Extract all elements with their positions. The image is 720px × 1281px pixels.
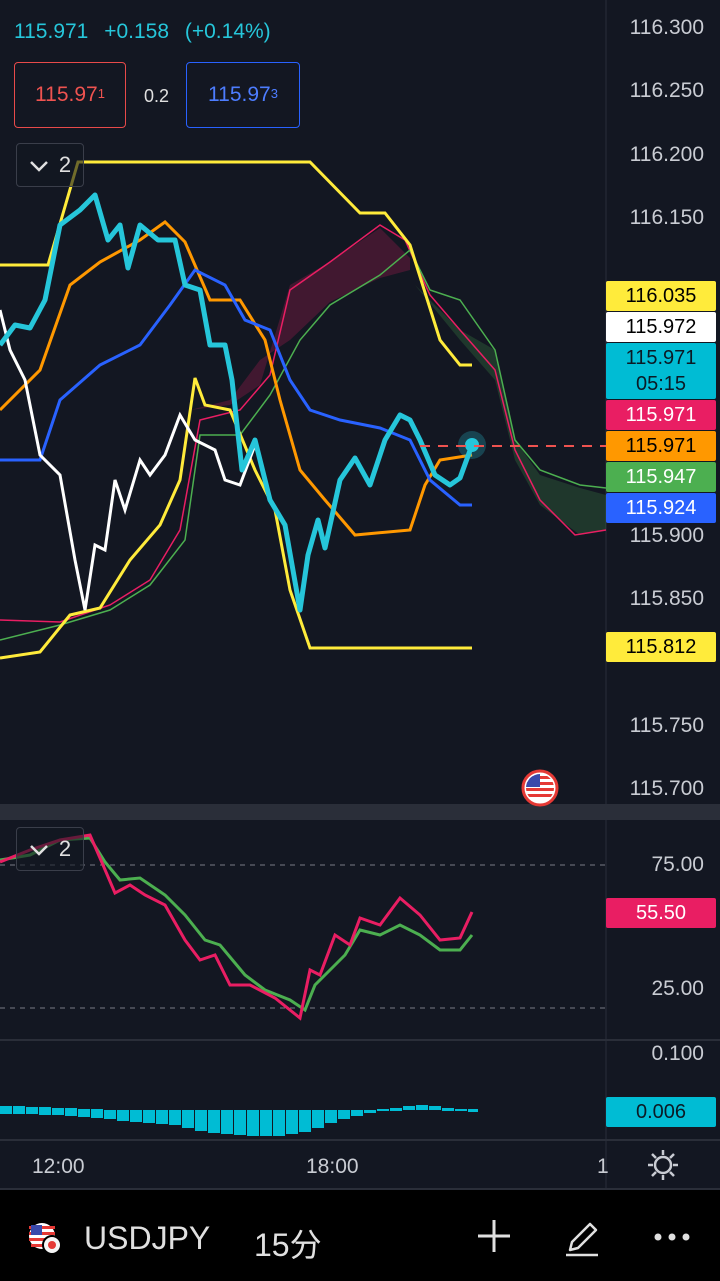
time-axis-label: 18:00	[306, 1155, 359, 1178]
price-tag-white-line: 115.972	[606, 312, 716, 342]
interval-button[interactable]: 15分	[254, 1227, 322, 1263]
price-change-line: 115.971 +0.158 (+0.14%)	[14, 20, 281, 44]
ask-price: 115.97	[208, 83, 271, 106]
main-indicators-toggle[interactable]: 2	[16, 143, 84, 187]
price-axis-label: 115.750	[629, 714, 704, 737]
price-tag-orange: 115.971	[606, 431, 716, 461]
us-economic-event-icon	[521, 769, 559, 807]
bid-price-pip: 1	[97, 85, 105, 101]
indicator-count: 2	[58, 836, 72, 861]
buy-button[interactable]: 115.97 3	[186, 62, 300, 128]
time-axis-label: 1	[597, 1155, 609, 1178]
add-indicator-button[interactable]	[476, 1218, 512, 1259]
price-axis-label: 115.850	[629, 587, 704, 610]
blue-line	[0, 268, 472, 507]
rsi-value-tag: 55.50	[606, 898, 716, 928]
last-price: 115.971	[14, 20, 89, 43]
bid-price: 115.97	[35, 83, 98, 106]
us-flag-icon	[28, 1222, 64, 1261]
indicator-count: 2	[58, 152, 72, 177]
price-tag-last: 115.971 05:15	[606, 343, 716, 399]
rsi-line	[0, 833, 474, 1021]
price-axis-label: 115.700	[629, 777, 704, 800]
sell-button[interactable]: 115.97 1	[14, 62, 126, 128]
more-menu-button[interactable]	[652, 1230, 692, 1248]
price-axis-label: 116.250	[629, 79, 704, 102]
bar-countdown: 05:15	[635, 373, 687, 395]
white-line	[0, 309, 257, 611]
pane-separator-main	[0, 804, 720, 820]
channel-upper	[0, 160, 472, 367]
spread-value: 0.2	[144, 86, 170, 106]
price-dot	[465, 438, 479, 452]
macd-axis-label: 0.100	[651, 1042, 704, 1065]
macd-histogram	[0, 1105, 478, 1136]
chart-settings-gear-icon	[648, 1150, 678, 1180]
ichimoku-cloud-red	[190, 228, 410, 410]
rsi-indicators-toggle[interactable]: 2	[16, 827, 84, 871]
price-change: +0.158	[104, 20, 170, 43]
last-price-value: 115.971	[625, 347, 697, 369]
chevron-down-icon	[29, 152, 49, 178]
ichimoku-span-b	[0, 248, 607, 641]
price-tag-magenta: 115.971	[606, 400, 716, 430]
time-axis-label: 12:00	[32, 1155, 85, 1178]
orange-line	[0, 220, 473, 537]
price-axis-label: 115.900	[629, 524, 704, 547]
bottom-toolbar: USDJPY 15分	[0, 1190, 720, 1281]
ichimoku-span-a	[0, 224, 607, 623]
chevron-down-icon	[29, 836, 49, 862]
macd-value-tag: 0.006	[606, 1097, 716, 1127]
price-axis-label: 116.300	[629, 16, 704, 39]
drawing-tools-button[interactable]	[562, 1218, 602, 1263]
price-line	[0, 192, 475, 613]
more-dots-icon	[654, 1233, 690, 1241]
price-tag-upper-channel: 116.035	[606, 281, 716, 311]
rsi-axis-label: 75.00	[651, 853, 704, 876]
channel-lower	[0, 377, 472, 660]
price-tag-lower-channel: 115.812	[606, 632, 716, 662]
ask-price-pip: 3	[270, 85, 278, 101]
chart-canvas[interactable]	[0, 0, 720, 1190]
price-axis-label: 116.150	[629, 206, 704, 229]
price-tag-green: 115.947	[606, 462, 716, 492]
price-tag-blue: 115.924	[606, 493, 716, 523]
symbol-button[interactable]: USDJPY	[84, 1220, 211, 1256]
price-axis-label: 116.200	[629, 143, 704, 166]
plus-icon	[478, 1220, 510, 1252]
ichimoku-cloud-green	[415, 285, 606, 535]
pencil-icon	[566, 1222, 598, 1257]
rsi-axis-label: 25.00	[651, 977, 704, 1000]
rsi-signal-line	[0, 836, 474, 1013]
price-change-percent: (+0.14%)	[184, 20, 271, 43]
